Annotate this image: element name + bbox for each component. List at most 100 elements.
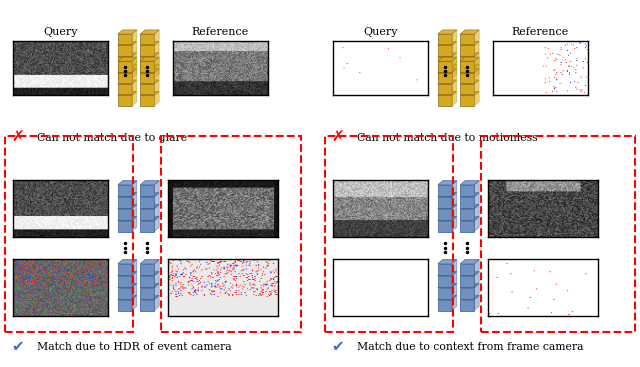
Polygon shape bbox=[460, 57, 479, 61]
Polygon shape bbox=[438, 217, 457, 221]
Polygon shape bbox=[474, 64, 479, 79]
Polygon shape bbox=[118, 91, 137, 95]
Polygon shape bbox=[140, 283, 159, 288]
Polygon shape bbox=[474, 217, 479, 232]
Polygon shape bbox=[132, 217, 137, 232]
Polygon shape bbox=[438, 69, 457, 73]
Polygon shape bbox=[132, 193, 137, 208]
Bar bbox=[438, 57, 452, 67]
Polygon shape bbox=[132, 30, 137, 44]
Text: Reference: Reference bbox=[191, 27, 249, 37]
Text: ✗: ✗ bbox=[12, 130, 24, 145]
Bar bbox=[460, 46, 474, 56]
Polygon shape bbox=[154, 259, 159, 275]
Polygon shape bbox=[438, 30, 457, 34]
Polygon shape bbox=[140, 64, 159, 68]
Polygon shape bbox=[140, 204, 159, 209]
Bar bbox=[118, 84, 132, 94]
Bar bbox=[118, 73, 132, 83]
Polygon shape bbox=[438, 41, 457, 46]
Bar bbox=[118, 34, 132, 44]
Polygon shape bbox=[452, 91, 457, 106]
Polygon shape bbox=[460, 80, 479, 84]
Bar bbox=[481, 136, 635, 332]
Bar bbox=[118, 209, 132, 220]
Polygon shape bbox=[460, 181, 479, 185]
Polygon shape bbox=[132, 80, 137, 94]
Polygon shape bbox=[118, 283, 137, 288]
Polygon shape bbox=[132, 204, 137, 220]
Bar bbox=[438, 34, 452, 44]
Polygon shape bbox=[132, 53, 137, 67]
Text: ✔: ✔ bbox=[332, 339, 344, 354]
Bar bbox=[438, 46, 452, 56]
Bar bbox=[118, 264, 132, 275]
Polygon shape bbox=[154, 283, 159, 299]
Bar bbox=[140, 57, 154, 67]
Bar bbox=[460, 300, 474, 310]
Polygon shape bbox=[132, 259, 137, 275]
Polygon shape bbox=[140, 193, 159, 197]
Polygon shape bbox=[460, 69, 479, 73]
Bar bbox=[118, 197, 132, 208]
Polygon shape bbox=[118, 217, 137, 221]
Polygon shape bbox=[474, 53, 479, 67]
Bar bbox=[325, 136, 453, 332]
Bar bbox=[460, 276, 474, 287]
Polygon shape bbox=[118, 69, 137, 73]
Polygon shape bbox=[452, 57, 457, 72]
Polygon shape bbox=[132, 41, 137, 56]
Bar bbox=[438, 276, 452, 287]
Polygon shape bbox=[140, 30, 159, 34]
Bar bbox=[140, 185, 154, 196]
Polygon shape bbox=[154, 181, 159, 196]
Polygon shape bbox=[140, 57, 159, 61]
Bar bbox=[118, 46, 132, 56]
Bar bbox=[460, 61, 474, 72]
Polygon shape bbox=[452, 295, 457, 310]
Polygon shape bbox=[438, 57, 457, 61]
Polygon shape bbox=[460, 295, 479, 300]
Polygon shape bbox=[154, 30, 159, 44]
Bar bbox=[118, 288, 132, 299]
Polygon shape bbox=[118, 30, 137, 34]
Polygon shape bbox=[118, 41, 137, 46]
Polygon shape bbox=[140, 295, 159, 300]
Polygon shape bbox=[154, 41, 159, 56]
Bar bbox=[140, 68, 154, 79]
Bar bbox=[460, 57, 474, 67]
Polygon shape bbox=[154, 295, 159, 310]
Bar bbox=[438, 61, 452, 72]
Polygon shape bbox=[140, 53, 159, 57]
Polygon shape bbox=[438, 204, 457, 209]
Bar bbox=[460, 264, 474, 275]
Bar bbox=[118, 300, 132, 310]
Bar bbox=[140, 288, 154, 299]
Polygon shape bbox=[452, 80, 457, 94]
Bar bbox=[438, 221, 452, 232]
Polygon shape bbox=[118, 272, 137, 276]
Text: Query: Query bbox=[363, 27, 397, 37]
Polygon shape bbox=[140, 91, 159, 95]
Polygon shape bbox=[474, 295, 479, 310]
Bar bbox=[140, 264, 154, 275]
Polygon shape bbox=[474, 181, 479, 196]
Text: ✗: ✗ bbox=[332, 130, 344, 145]
Polygon shape bbox=[452, 181, 457, 196]
Bar bbox=[460, 185, 474, 196]
Bar bbox=[438, 197, 452, 208]
Bar bbox=[140, 73, 154, 83]
Bar bbox=[438, 95, 452, 106]
Polygon shape bbox=[140, 259, 159, 264]
Polygon shape bbox=[118, 204, 137, 209]
Bar bbox=[438, 84, 452, 94]
Bar bbox=[140, 61, 154, 72]
Polygon shape bbox=[474, 272, 479, 287]
Polygon shape bbox=[452, 64, 457, 79]
Polygon shape bbox=[460, 91, 479, 95]
Polygon shape bbox=[118, 53, 137, 57]
Bar bbox=[140, 197, 154, 208]
Bar bbox=[438, 209, 452, 220]
Polygon shape bbox=[132, 64, 137, 79]
Polygon shape bbox=[452, 272, 457, 287]
